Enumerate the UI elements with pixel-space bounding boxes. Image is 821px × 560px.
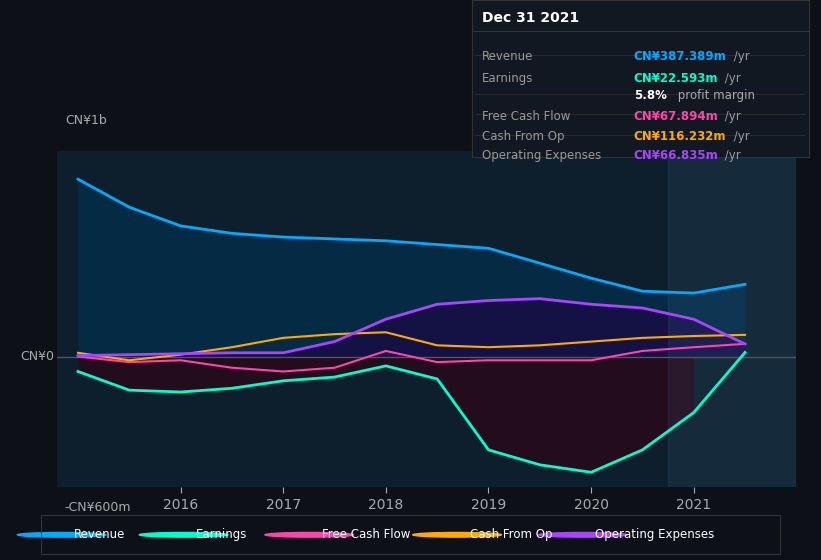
- Text: Cash From Op: Cash From Op: [470, 528, 552, 542]
- Text: /yr: /yr: [730, 50, 750, 63]
- Text: CN¥116.232m: CN¥116.232m: [634, 130, 726, 143]
- Text: /yr: /yr: [721, 149, 741, 162]
- Text: CN¥0: CN¥0: [20, 350, 54, 363]
- Text: Operating Expenses: Operating Expenses: [482, 149, 602, 162]
- Text: CN¥1b: CN¥1b: [65, 114, 107, 127]
- Circle shape: [140, 533, 228, 537]
- Text: CN¥67.894m: CN¥67.894m: [634, 110, 718, 123]
- Text: Free Cash Flow: Free Cash Flow: [322, 528, 410, 542]
- Text: Operating Expenses: Operating Expenses: [595, 528, 714, 542]
- Text: /yr: /yr: [721, 110, 741, 123]
- Text: 5.8%: 5.8%: [634, 90, 667, 102]
- Text: profit margin: profit margin: [674, 90, 755, 102]
- Text: Earnings: Earnings: [482, 72, 534, 85]
- Text: Revenue: Revenue: [482, 50, 534, 63]
- Text: CN¥66.835m: CN¥66.835m: [634, 149, 718, 162]
- Circle shape: [413, 533, 502, 537]
- Text: Revenue: Revenue: [75, 528, 126, 542]
- Text: Earnings: Earnings: [196, 528, 248, 542]
- Circle shape: [539, 533, 627, 537]
- Text: CN¥22.593m: CN¥22.593m: [634, 72, 718, 85]
- Text: Free Cash Flow: Free Cash Flow: [482, 110, 571, 123]
- Text: Dec 31 2021: Dec 31 2021: [482, 11, 580, 25]
- Text: /yr: /yr: [721, 72, 741, 85]
- Bar: [668, 151, 796, 487]
- Text: CN¥387.389m: CN¥387.389m: [634, 50, 727, 63]
- Circle shape: [17, 533, 106, 537]
- Text: -CN¥600m: -CN¥600m: [65, 501, 131, 514]
- Circle shape: [265, 533, 354, 537]
- Text: /yr: /yr: [730, 130, 750, 143]
- Text: Cash From Op: Cash From Op: [482, 130, 565, 143]
